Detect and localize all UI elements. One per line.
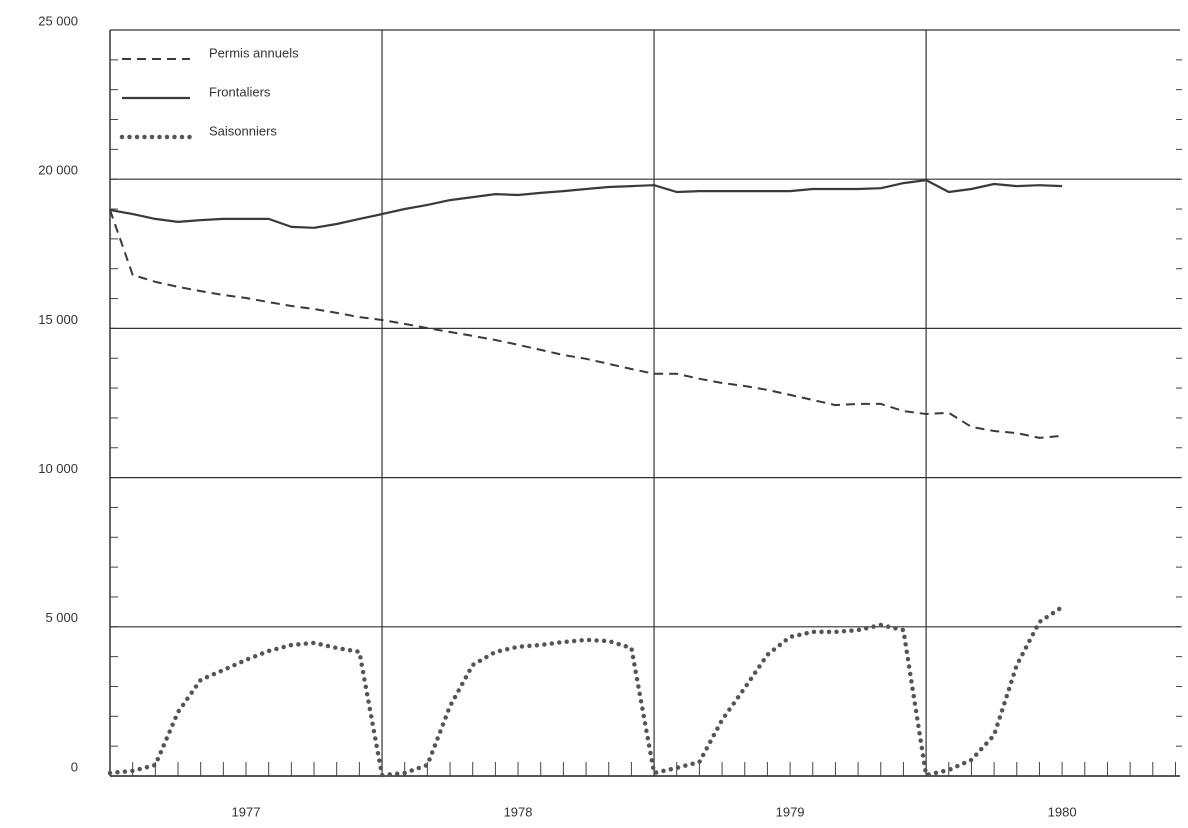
data-line xyxy=(107,604,1065,778)
y-tick-label: 5 000 xyxy=(45,610,78,625)
data-line xyxy=(109,179,1063,229)
y-tick-label: 20 000 xyxy=(38,163,78,178)
x-tick-label: 1978 xyxy=(504,804,533,819)
data-line xyxy=(109,209,1063,439)
legend-label: Permis annuels xyxy=(209,45,299,60)
x-tick-label: 1980 xyxy=(1048,804,1077,819)
x-tick-label: 1977 xyxy=(232,804,261,819)
legend-label: Saisonniers xyxy=(209,123,277,138)
y-tick-label: 15 000 xyxy=(38,312,78,327)
legend-label: Frontaliers xyxy=(209,84,271,99)
y-tick-label: 10 000 xyxy=(38,461,78,476)
y-tick-label: 0 xyxy=(71,759,78,774)
x-tick-label: 1979 xyxy=(776,804,805,819)
y-tick-label: 25 000 xyxy=(38,13,78,28)
